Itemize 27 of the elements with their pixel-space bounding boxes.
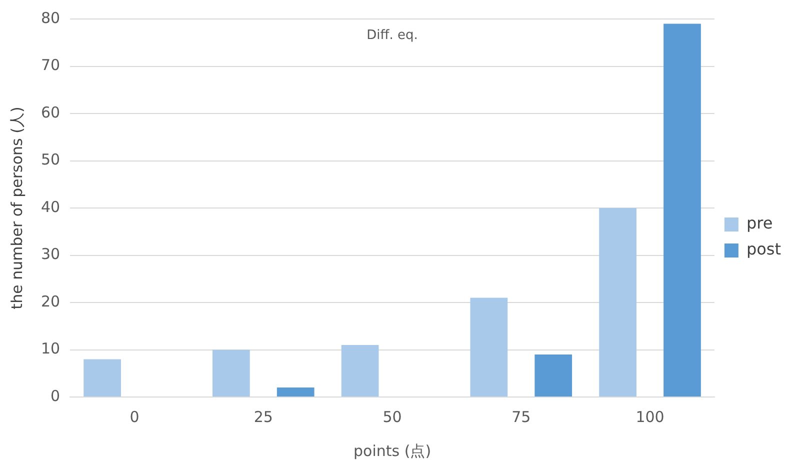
x-tick-label: 50 bbox=[382, 408, 402, 426]
y-tick-label: 30 bbox=[40, 245, 60, 264]
y-tick-label: 80 bbox=[40, 8, 60, 27]
x-tick-label: 100 bbox=[636, 408, 664, 426]
x-axis-title: points (点) bbox=[353, 442, 432, 460]
bar bbox=[212, 350, 250, 396]
bar bbox=[534, 354, 572, 396]
y-tick-label: 0 bbox=[50, 386, 60, 405]
bar bbox=[84, 359, 121, 396]
legend-label: pre bbox=[746, 214, 773, 233]
y-tick-label: 70 bbox=[40, 56, 60, 74]
x-tick-label: 25 bbox=[254, 408, 273, 426]
bar bbox=[341, 345, 379, 396]
y-tick-label: 40 bbox=[40, 198, 60, 216]
x-tick-label: 75 bbox=[512, 408, 531, 426]
bar bbox=[664, 24, 701, 396]
y-tick-label: 50 bbox=[40, 150, 60, 169]
y-tick-label: 20 bbox=[40, 292, 60, 310]
bar bbox=[599, 208, 636, 396]
y-axis-title: the number of persons (人) bbox=[8, 106, 26, 310]
bar bbox=[470, 298, 508, 396]
x-tick-label: 0 bbox=[130, 408, 140, 426]
bar bbox=[276, 388, 314, 396]
text: Diff. eq. bbox=[366, 28, 418, 43]
y-tick-label: 10 bbox=[40, 340, 60, 358]
y-tick-label: 60 bbox=[40, 103, 60, 122]
legend-label: post bbox=[746, 240, 782, 259]
